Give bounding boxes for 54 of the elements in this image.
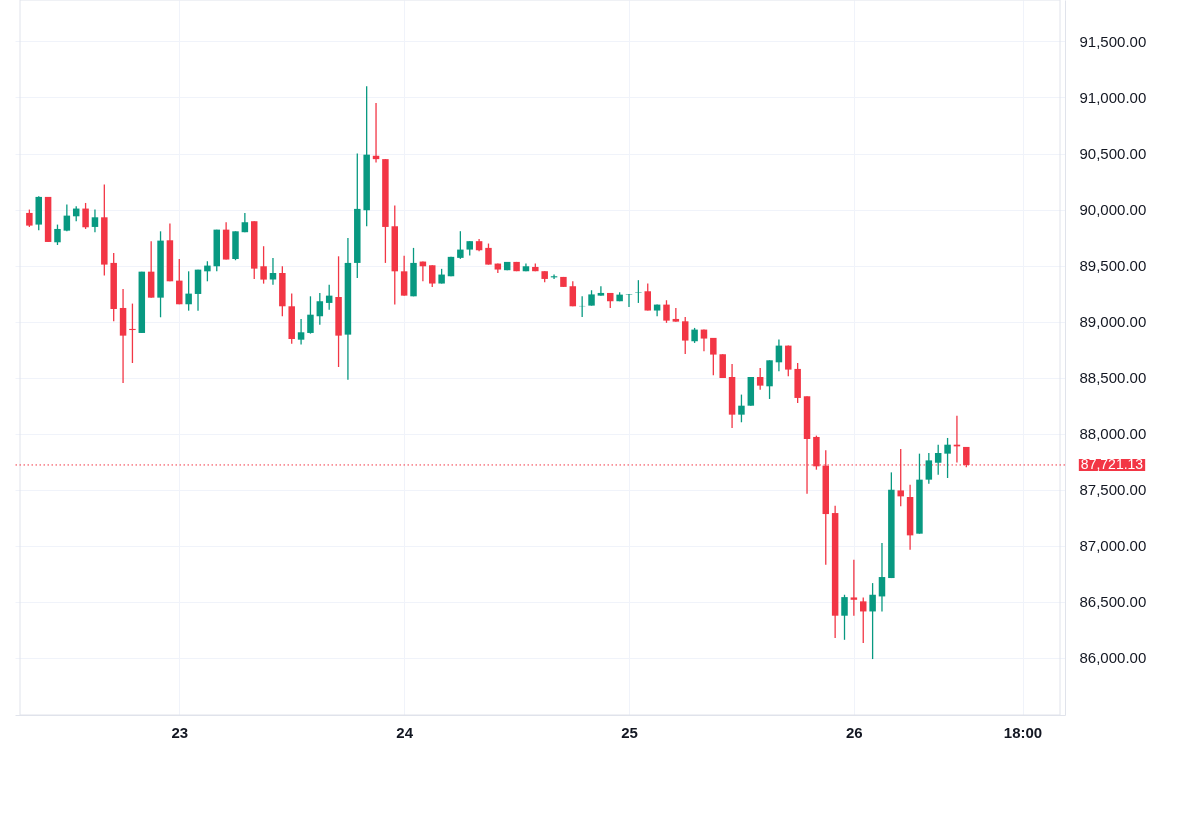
y-tick-label: 88,500.00 (1079, 369, 1147, 387)
y-tick-label: 86,500.00 (1079, 593, 1147, 611)
candlestick (925, 452, 933, 485)
candlestick (82, 202, 89, 230)
candlestick (934, 444, 942, 476)
y-tick-label: 89,500.00 (1079, 257, 1147, 275)
candlestick (269, 257, 277, 286)
x-tick-label: 23 (171, 723, 189, 741)
y-tick-label: 88,000.00 (1079, 425, 1147, 443)
candlestick (597, 285, 605, 297)
candlestick (316, 292, 324, 326)
candlestick (859, 596, 867, 644)
candlestick (129, 302, 136, 364)
x-tick-label: 26 (846, 723, 863, 741)
x-tick-label: 18:00 (1003, 723, 1043, 741)
candlestick (91, 208, 99, 233)
candlestick (841, 594, 848, 641)
candlestick (185, 270, 192, 312)
y-tick-label: 87,000.00 (1079, 537, 1147, 555)
candlestick (756, 367, 764, 391)
y-tick-label: 91,000.00 (1079, 89, 1147, 106)
x-tick-label: 24 (396, 723, 414, 741)
y-tick-label: 90,000.00 (1079, 201, 1147, 219)
candlestick (307, 295, 314, 335)
y-tick-label: 86,000.00 (1079, 649, 1147, 667)
candlestick (176, 258, 183, 305)
candlestick (485, 242, 492, 266)
candlestick (663, 299, 670, 324)
candlestick (681, 316, 689, 355)
y-tick-label: 91,500.00 (1079, 32, 1147, 50)
candlestick (260, 245, 267, 285)
candlestick (897, 448, 904, 507)
candlestick (625, 293, 633, 308)
candlestick (672, 307, 680, 323)
y-tick-label: 89,000.00 (1079, 313, 1147, 331)
candlestick (54, 223, 61, 246)
candlestick (944, 437, 951, 479)
candlestick (297, 318, 305, 346)
ref-line-label: 87,721.13 (1080, 455, 1144, 472)
candlestick (850, 559, 858, 617)
candlestick (738, 393, 745, 423)
y-tick-label: 87,500.00 (1079, 481, 1147, 499)
candlestick (869, 582, 876, 660)
candlestick (457, 230, 464, 260)
candlestick (644, 282, 651, 312)
candlestick (710, 337, 717, 376)
y-tick-label: 90,500.00 (1079, 145, 1147, 163)
candlestick (569, 280, 577, 307)
x-tick-label: 25 (621, 723, 638, 741)
candlestick (878, 542, 886, 613)
candlestick (63, 203, 71, 232)
candlestick (785, 344, 792, 377)
candlestick (204, 260, 211, 282)
candlestick (429, 264, 436, 288)
